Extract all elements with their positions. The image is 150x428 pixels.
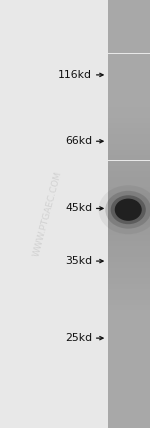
Bar [108, 268, 150, 273]
Bar [108, 160, 150, 166]
Text: 116kd: 116kd [58, 70, 92, 80]
Ellipse shape [111, 195, 146, 224]
Ellipse shape [105, 191, 150, 229]
Bar [108, 401, 150, 407]
Bar [108, 176, 150, 182]
Bar [108, 155, 150, 160]
Bar [108, 193, 150, 198]
Bar [108, 139, 150, 145]
Bar [108, 0, 150, 6]
Bar [108, 396, 150, 401]
Text: 45kd: 45kd [65, 203, 92, 214]
Bar [108, 187, 150, 193]
Bar [108, 257, 150, 262]
Bar [108, 107, 150, 113]
Bar [108, 235, 150, 241]
Bar [108, 134, 150, 139]
Bar [108, 337, 150, 342]
Ellipse shape [99, 185, 150, 234]
Bar [108, 310, 150, 316]
Bar [108, 359, 150, 364]
Text: 35kd: 35kd [65, 256, 92, 266]
Bar [108, 145, 150, 150]
Bar [108, 294, 150, 300]
Bar [108, 391, 150, 396]
Bar [108, 128, 150, 134]
Bar [108, 423, 150, 428]
Bar [108, 273, 150, 278]
Bar [108, 70, 150, 75]
Bar [108, 262, 150, 268]
Bar [108, 171, 150, 177]
Bar [108, 80, 150, 86]
Bar [108, 300, 150, 305]
Bar [108, 321, 150, 326]
Bar [108, 16, 150, 21]
Bar [108, 123, 150, 128]
Bar [108, 305, 150, 310]
Bar [108, 203, 150, 208]
Bar [108, 374, 150, 380]
Bar [108, 182, 150, 187]
Bar [108, 150, 150, 155]
Bar [108, 230, 150, 235]
Bar [108, 209, 150, 214]
Bar [108, 364, 150, 369]
Bar [108, 59, 150, 64]
Bar [108, 166, 150, 171]
Bar [108, 241, 150, 246]
Bar [108, 102, 150, 107]
Bar [108, 385, 150, 390]
Text: 66kd: 66kd [65, 136, 92, 146]
Bar [108, 284, 150, 289]
Bar [108, 326, 150, 332]
Bar [108, 417, 150, 422]
Bar [108, 214, 150, 219]
Bar [108, 86, 150, 91]
Text: WWW.PTGAEC.COM: WWW.PTGAEC.COM [32, 170, 64, 258]
Bar [108, 43, 150, 48]
Bar [108, 54, 150, 59]
Bar [108, 380, 150, 385]
Bar [108, 6, 150, 11]
Bar [108, 38, 150, 43]
Bar [108, 48, 150, 54]
Bar [108, 64, 150, 70]
Bar [108, 113, 150, 118]
Bar [108, 198, 150, 203]
Bar [108, 32, 150, 38]
Bar [108, 342, 150, 348]
Bar [108, 75, 150, 80]
Bar [108, 118, 150, 123]
Bar [108, 96, 150, 102]
Bar [108, 332, 150, 337]
Bar [108, 369, 150, 374]
Text: 25kd: 25kd [65, 333, 92, 343]
Bar [108, 348, 150, 353]
Bar [108, 91, 150, 96]
Bar [108, 278, 150, 283]
Bar [108, 246, 150, 252]
Ellipse shape [115, 199, 142, 221]
Bar [108, 225, 150, 230]
Bar [108, 407, 150, 412]
Bar [108, 11, 150, 16]
Bar [108, 219, 150, 225]
Bar [108, 316, 150, 321]
Bar [108, 27, 150, 32]
Bar [108, 21, 150, 27]
Bar [108, 412, 150, 417]
Bar [108, 353, 150, 358]
Bar [108, 252, 150, 257]
Bar [108, 289, 150, 294]
